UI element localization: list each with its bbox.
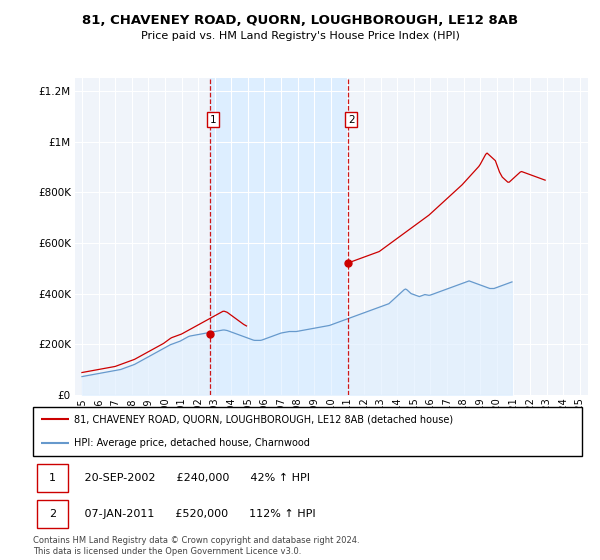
Text: 81, CHAVENEY ROAD, QUORN, LOUGHBOROUGH, LE12 8AB (detached house): 81, CHAVENEY ROAD, QUORN, LOUGHBOROUGH, …	[74, 414, 454, 424]
Text: Price paid vs. HM Land Registry's House Price Index (HPI): Price paid vs. HM Land Registry's House …	[140, 31, 460, 41]
FancyBboxPatch shape	[37, 464, 68, 492]
Bar	[210, 78, 348, 395]
Bar	[348, 78, 588, 395]
Text: 07-JAN-2011      £520,000      112% ↑ HPI: 07-JAN-2011 £520,000 112% ↑ HPI	[74, 509, 316, 519]
Text: 81, CHAVENEY ROAD, QUORN, LOUGHBOROUGH, LE12 8AB: 81, CHAVENEY ROAD, QUORN, LOUGHBOROUGH, …	[82, 14, 518, 27]
Text: 2: 2	[49, 509, 56, 519]
Text: 1: 1	[210, 115, 217, 124]
FancyBboxPatch shape	[37, 500, 68, 528]
Text: HPI: Average price, detached house, Charnwood: HPI: Average price, detached house, Char…	[74, 437, 310, 447]
Text: 20-SEP-2002      £240,000      42% ↑ HPI: 20-SEP-2002 £240,000 42% ↑ HPI	[74, 473, 310, 483]
Text: Contains HM Land Registry data © Crown copyright and database right 2024.
This d: Contains HM Land Registry data © Crown c…	[33, 536, 359, 556]
Text: 1: 1	[49, 473, 56, 483]
Text: 2: 2	[348, 115, 355, 124]
